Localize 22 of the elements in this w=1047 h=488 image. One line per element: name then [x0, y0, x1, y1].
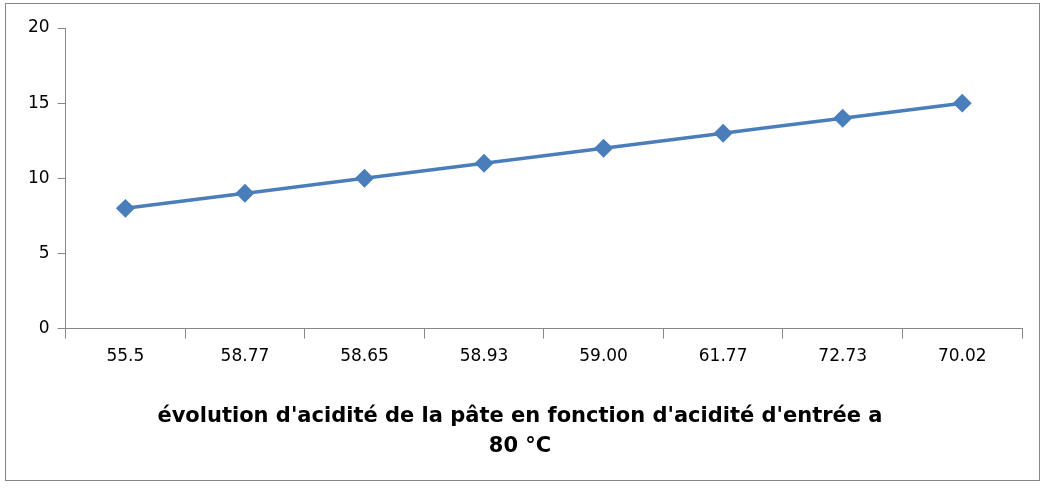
- x-axis-title: évolution d'acidité de la pâte en fonction d'acidité d'entrée a 80 °C: [156, 402, 884, 459]
- point: [714, 124, 732, 142]
- point: [355, 169, 374, 188]
- x-tick-label: 58.77: [220, 345, 270, 366]
- point: [236, 184, 254, 203]
- point: [594, 139, 613, 157]
- x-tick-label: 61.77: [698, 345, 748, 366]
- y-tick-label: 10: [27, 166, 50, 187]
- y-tick-label: 20: [27, 16, 50, 37]
- point: [475, 154, 493, 173]
- point: [116, 199, 135, 218]
- x-tick-label: 70.02: [937, 345, 987, 366]
- x-tick-label: 58.65: [340, 345, 389, 366]
- point: [953, 94, 971, 112]
- point: [833, 109, 852, 127]
- y-tick-label: 15: [27, 91, 50, 112]
- y-tick-label: 5: [38, 241, 50, 262]
- x-tick-label: 58.93: [459, 345, 509, 366]
- x-tick-label: 55.5: [106, 345, 145, 366]
- x-tick-label: 59.00: [579, 345, 628, 366]
- x-tick-label: 72.73: [818, 345, 868, 366]
- y-tick-label: 0: [38, 317, 50, 338]
